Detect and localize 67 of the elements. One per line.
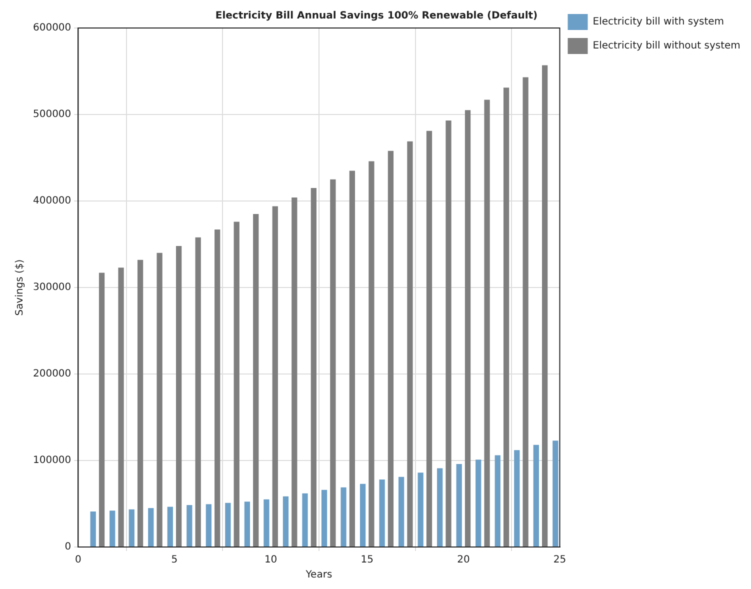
bar [156, 252, 162, 546]
bar [264, 499, 270, 546]
bar [282, 496, 289, 546]
bar [503, 88, 510, 546]
x-tick-label: 5 [171, 554, 178, 566]
legend-label: Electricity bill with system [592, 16, 724, 28]
bar [292, 198, 298, 546]
bar [244, 502, 250, 546]
bar [494, 455, 500, 546]
bar [426, 130, 432, 546]
bar [379, 480, 385, 546]
chart-title: Electricity Bill Annual Savings 100% Renewable (Default) [215, 10, 538, 22]
bar [225, 502, 231, 546]
y-axis-title: Savings ($) [14, 259, 26, 316]
bar [234, 222, 240, 546]
y-tick-label: 100000 [32, 455, 72, 466]
bar [340, 487, 346, 546]
bar [542, 65, 548, 546]
bar [253, 214, 259, 546]
bar [476, 460, 482, 546]
bar [195, 237, 201, 546]
bar [128, 509, 134, 546]
x-tick-label: 0 [74, 554, 82, 566]
bar [98, 272, 105, 546]
x-axis-title: Years [304, 570, 332, 581]
bar [148, 508, 154, 546]
x-tick-label: 10 [264, 554, 278, 566]
bar [137, 260, 144, 546]
bar [418, 472, 424, 546]
y-tick-label: 400000 [32, 196, 72, 207]
bar [552, 440, 558, 546]
bar [446, 120, 452, 546]
bar [464, 110, 471, 546]
x-tick-label: 25 [553, 554, 566, 566]
bar [302, 493, 308, 546]
bar [522, 77, 528, 546]
bar [407, 141, 413, 546]
bar [349, 170, 356, 546]
bar [437, 468, 443, 546]
bar [533, 444, 539, 546]
y-tick-label: 200000 [32, 368, 72, 380]
bar [484, 100, 490, 546]
bar [214, 230, 220, 546]
y-tick-label: 500000 [32, 109, 72, 120]
bar [368, 161, 374, 546]
bar [398, 476, 404, 546]
y-tick-label: 0 [64, 542, 72, 553]
bar [167, 506, 173, 546]
x-tick-label: 20 [457, 554, 470, 566]
bar [360, 484, 366, 546]
legend-label: Electricity bill without system [592, 40, 740, 52]
bar [456, 464, 462, 546]
bar [514, 450, 520, 546]
y-tick-label: 300000 [32, 282, 72, 294]
bar [118, 268, 124, 546]
bar [321, 490, 328, 546]
bar [388, 150, 394, 546]
bar [186, 505, 192, 546]
bar [206, 504, 212, 546]
bar [310, 188, 316, 546]
x-tick-label: 15 [360, 554, 374, 566]
y-tick-label: 600000 [32, 22, 72, 34]
bar [110, 510, 116, 546]
bar [272, 206, 278, 546]
bar [90, 512, 96, 546]
bar [330, 179, 336, 546]
bar [176, 246, 182, 546]
